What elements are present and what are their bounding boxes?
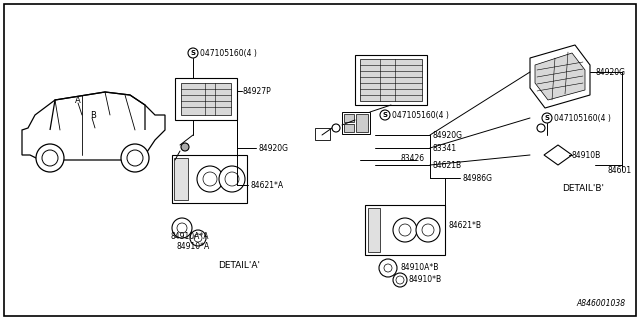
Polygon shape	[530, 45, 590, 108]
Bar	[172, 155, 247, 203]
Circle shape	[380, 110, 390, 120]
Circle shape	[399, 224, 411, 236]
Bar	[181, 83, 231, 115]
Text: 047105160(4 ): 047105160(4 )	[554, 114, 611, 123]
Circle shape	[36, 144, 64, 172]
Bar	[360, 59, 422, 101]
Text: 84601: 84601	[608, 165, 632, 174]
Text: 84920G: 84920G	[595, 68, 625, 76]
Text: 84920G: 84920G	[432, 131, 462, 140]
Circle shape	[197, 166, 223, 192]
Bar	[175, 78, 237, 120]
Text: S: S	[191, 50, 195, 56]
Circle shape	[190, 230, 206, 246]
Text: 84910A*B: 84910A*B	[400, 263, 438, 273]
Text: 047105160(4 ): 047105160(4 )	[392, 110, 449, 119]
Text: A846001038: A846001038	[577, 299, 626, 308]
Text: 84910*B: 84910*B	[408, 276, 441, 284]
Circle shape	[203, 172, 217, 186]
Circle shape	[396, 276, 404, 284]
Circle shape	[177, 223, 187, 233]
Circle shape	[384, 264, 392, 272]
Text: 047105160(4 ): 047105160(4 )	[200, 49, 257, 58]
Text: 84910B: 84910B	[572, 150, 601, 159]
Circle shape	[188, 48, 198, 58]
Text: S: S	[545, 115, 550, 121]
Text: 84910*A: 84910*A	[176, 242, 209, 251]
Text: 84621*B: 84621*B	[448, 220, 481, 229]
Text: 84920G: 84920G	[258, 143, 288, 153]
Circle shape	[181, 143, 189, 151]
Bar	[344, 124, 354, 132]
Text: 84927P: 84927P	[242, 86, 271, 95]
Circle shape	[121, 144, 149, 172]
Circle shape	[379, 259, 397, 277]
Bar	[315, 128, 330, 140]
Bar	[344, 114, 354, 122]
Circle shape	[542, 113, 552, 123]
Circle shape	[422, 224, 434, 236]
Circle shape	[416, 218, 440, 242]
Text: 84910A*A: 84910A*A	[170, 231, 209, 241]
Circle shape	[537, 124, 545, 132]
Text: DETAIL'B': DETAIL'B'	[562, 183, 604, 193]
Bar	[174, 158, 188, 200]
Text: DETAIL'A': DETAIL'A'	[218, 260, 260, 269]
Circle shape	[332, 124, 340, 132]
Circle shape	[194, 234, 202, 242]
Circle shape	[127, 150, 143, 166]
Circle shape	[393, 218, 417, 242]
Bar	[365, 205, 445, 255]
Circle shape	[42, 150, 58, 166]
Bar	[368, 208, 380, 252]
Circle shape	[225, 172, 239, 186]
Polygon shape	[535, 53, 585, 100]
Bar	[342, 112, 370, 134]
Text: S: S	[383, 112, 387, 118]
Circle shape	[393, 273, 407, 287]
Polygon shape	[544, 145, 572, 165]
Bar	[356, 114, 368, 132]
Text: 84621*A: 84621*A	[250, 180, 283, 189]
Text: 84621B: 84621B	[432, 161, 461, 170]
Polygon shape	[22, 92, 165, 160]
Bar	[355, 55, 427, 105]
Text: 83426: 83426	[400, 154, 424, 163]
Text: A: A	[75, 95, 81, 105]
Circle shape	[219, 166, 245, 192]
Text: 84986G: 84986G	[462, 173, 492, 182]
Text: B: B	[90, 110, 96, 119]
Circle shape	[172, 218, 192, 238]
Text: 83341: 83341	[432, 143, 456, 153]
